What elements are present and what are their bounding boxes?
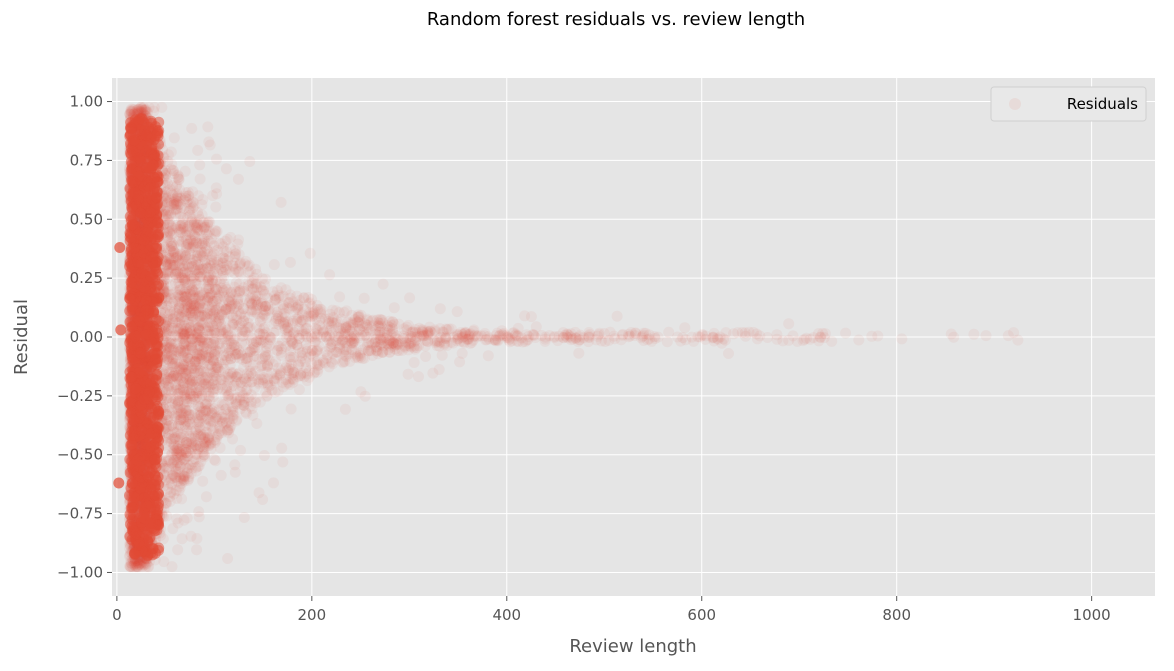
scatter-point bbox=[201, 491, 212, 502]
scatter-point bbox=[409, 357, 420, 368]
scatter-point bbox=[403, 369, 414, 380]
scatter-point bbox=[210, 202, 221, 213]
scatter-point bbox=[205, 140, 216, 151]
scatter-point bbox=[259, 450, 270, 461]
scatter-point bbox=[211, 154, 222, 165]
scatter-point bbox=[334, 291, 345, 302]
scatter-point bbox=[216, 470, 227, 481]
scatter-point bbox=[389, 302, 400, 313]
scatter-point bbox=[612, 311, 623, 322]
scatter-point bbox=[169, 132, 180, 143]
scatter-point bbox=[378, 279, 389, 290]
scatter-point bbox=[230, 467, 241, 478]
scatter-point bbox=[186, 123, 197, 134]
scatter-point bbox=[244, 156, 255, 167]
scatter-point bbox=[896, 333, 907, 344]
scatter-point bbox=[663, 327, 674, 338]
scatter-point bbox=[194, 159, 205, 170]
scatter-point bbox=[413, 371, 424, 382]
scatter-point bbox=[840, 328, 851, 339]
scatter-point bbox=[752, 333, 763, 344]
scatter-point bbox=[679, 322, 690, 333]
scatter-point bbox=[740, 331, 751, 342]
scatter-point bbox=[762, 332, 773, 343]
scatter-point bbox=[276, 443, 287, 454]
scatter-point bbox=[866, 331, 877, 342]
scatter-point bbox=[359, 293, 370, 304]
scatter-point bbox=[483, 350, 494, 361]
scatter-point bbox=[434, 364, 445, 375]
chart-title: Random forest residuals vs. review lengt… bbox=[427, 9, 805, 30]
scatter-point bbox=[197, 476, 208, 487]
scatter-point bbox=[222, 553, 233, 564]
scatter-point bbox=[215, 442, 226, 453]
scatter-point bbox=[573, 348, 584, 359]
scatter-point bbox=[268, 477, 279, 488]
scatter-point bbox=[324, 269, 335, 280]
scatter-point bbox=[191, 544, 202, 555]
scatter-point bbox=[404, 292, 415, 303]
scatter-point bbox=[526, 311, 537, 322]
scatter-point bbox=[286, 404, 297, 415]
scatter-point bbox=[192, 145, 203, 156]
scatter-point bbox=[420, 341, 431, 352]
scatter-point bbox=[435, 303, 446, 314]
scatter-point bbox=[783, 318, 794, 329]
scatter-point bbox=[285, 257, 296, 268]
scatter-point bbox=[167, 408, 178, 419]
scatter-point bbox=[195, 174, 206, 185]
scatter-point bbox=[158, 556, 169, 567]
scatter-point bbox=[340, 404, 351, 415]
scatter-point bbox=[233, 174, 244, 185]
scatter-point bbox=[172, 544, 183, 555]
